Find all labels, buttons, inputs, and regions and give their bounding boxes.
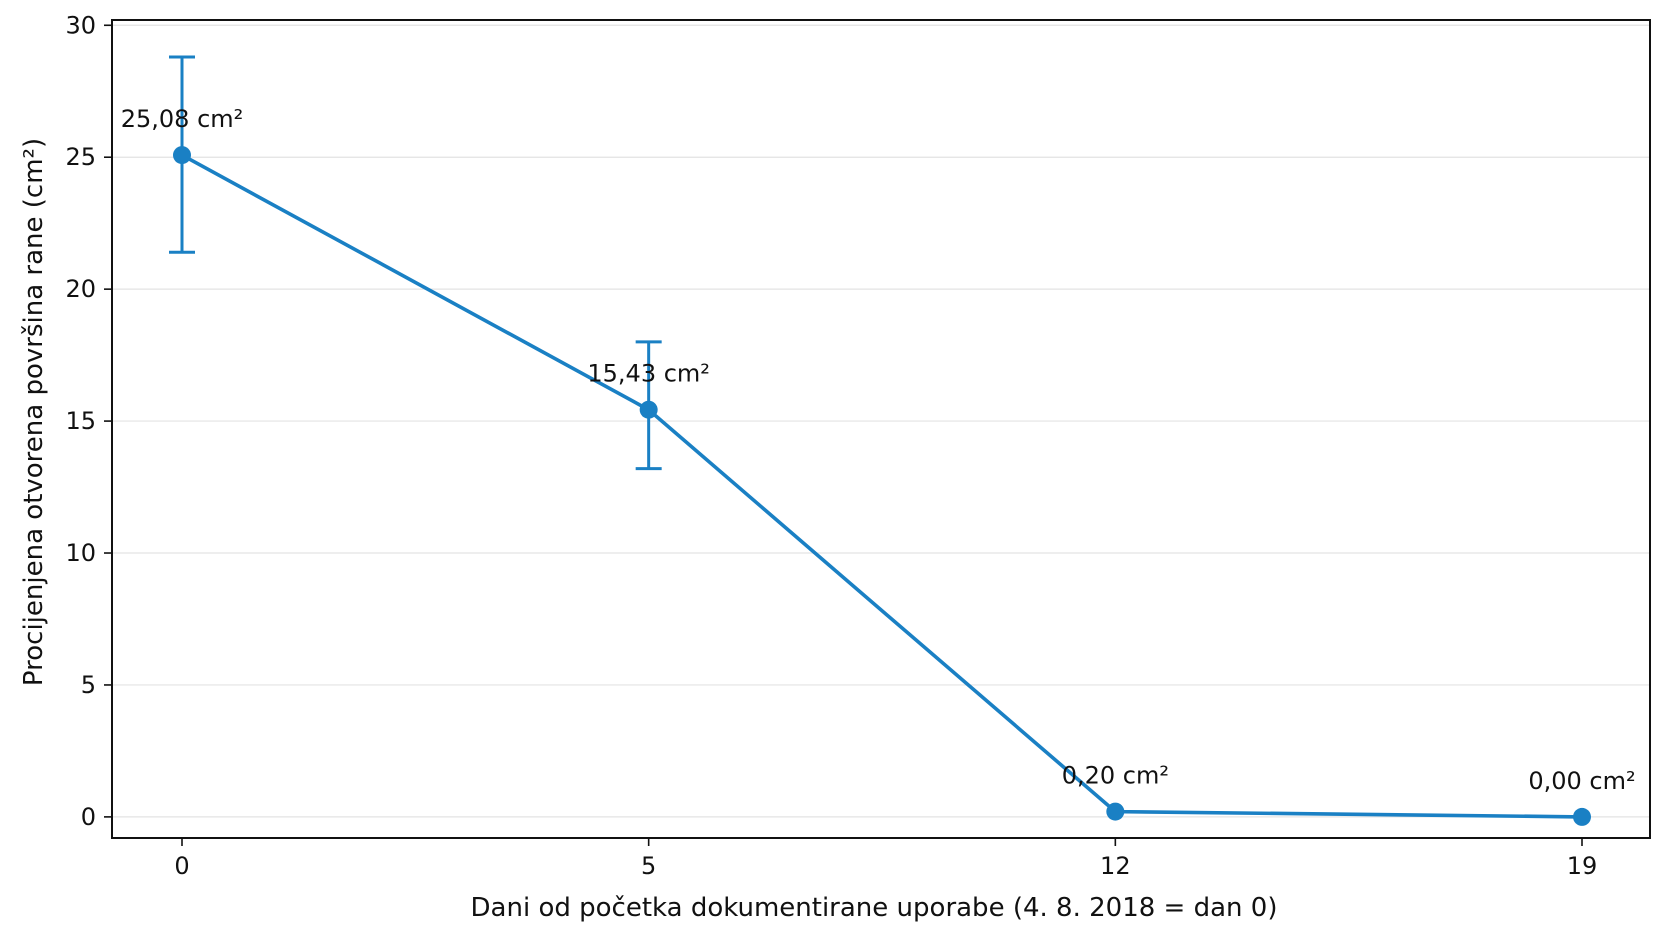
y-tick-label-15: 15	[65, 407, 96, 435]
x-axis-title: Dani od početka dokumentirane uporabe (4…	[471, 893, 1278, 923]
data-point-day-0	[173, 146, 191, 165]
x-axis-ticks: 0 5 12 19	[174, 838, 1597, 880]
gridlines	[112, 24, 1650, 818]
y-tick-label-0: 0	[81, 803, 96, 831]
y-tick-label-10: 10	[65, 539, 96, 567]
data-point-day-5	[639, 400, 658, 419]
x-tick-label-12: 12	[1100, 852, 1131, 880]
x-tick-label-19: 19	[1567, 852, 1598, 880]
y-tick-label-30: 30	[65, 11, 96, 39]
y-tick-label-5: 5	[81, 671, 96, 699]
y-axis-title: Procijenjena otvorena površina rane (cm²…	[19, 138, 49, 686]
data-label-day-19: 0,00 cm²	[1528, 767, 1635, 795]
data-label-day-0: 25,08 cm²	[121, 105, 244, 133]
x-tick-label-0: 0	[174, 852, 189, 880]
y-tick-label-20: 20	[65, 275, 96, 303]
data-point-day-19	[1573, 807, 1591, 826]
y-axis-ticks: 0 5 10 15 20 25 30	[65, 11, 112, 831]
plot-frame	[111, 19, 1651, 839]
series-polyline	[180, 153, 1584, 819]
series-line	[169, 55, 1591, 826]
data-label-day-5: 15,43 cm²	[587, 360, 710, 388]
data-label-day-12: 0,20 cm²	[1062, 762, 1169, 790]
y-tick-label-25: 25	[65, 143, 96, 171]
data-point-day-12	[1106, 802, 1125, 821]
data-labels: 25,08 cm² 15,43 cm² 0,20 cm² 0,00 cm²	[121, 105, 1636, 795]
x-tick-label-5: 5	[641, 852, 656, 880]
